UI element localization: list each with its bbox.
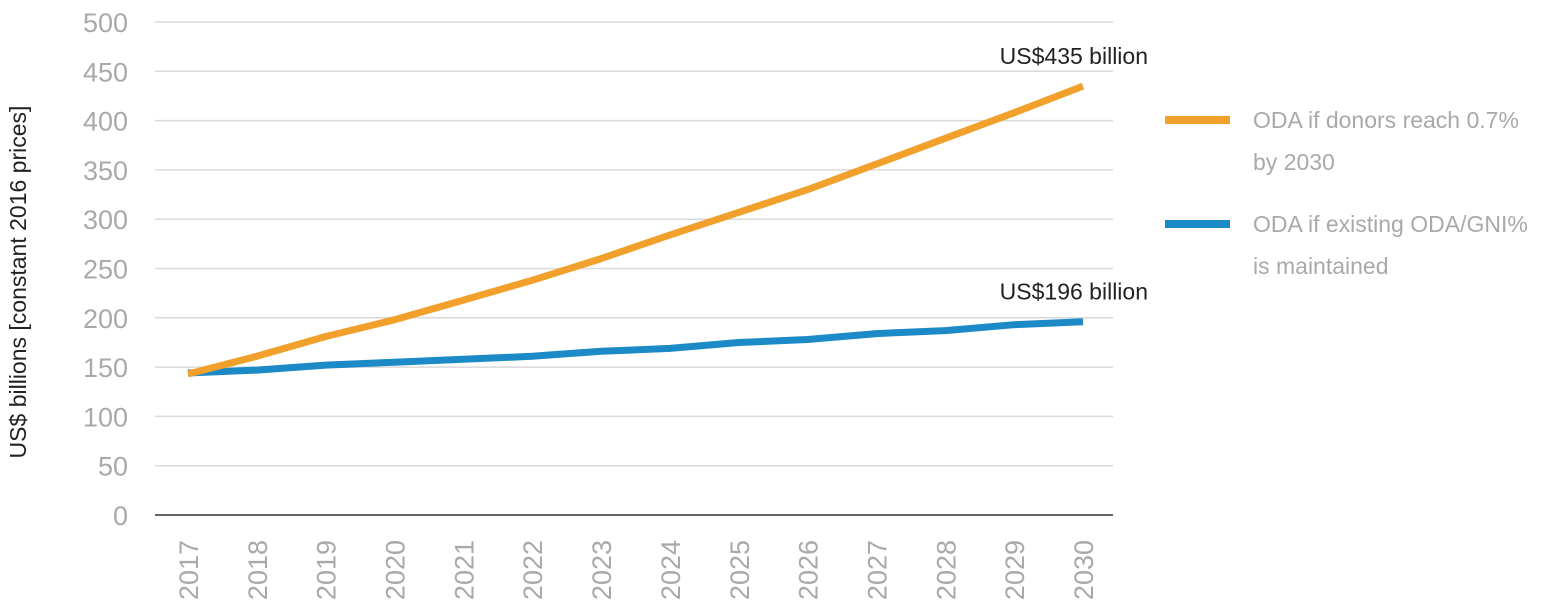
x-tick-label: 2022: [518, 540, 548, 600]
x-tick-label: 2021: [449, 540, 479, 600]
x-tick-label: 2020: [381, 540, 411, 600]
x-tick-label: 2023: [587, 540, 617, 600]
series-line: [187, 82, 1085, 378]
legend-label: ODA if donors reach 0.7%: [1253, 107, 1519, 133]
y-axis-label: US$ billions [constant 2016 prices]: [5, 106, 31, 459]
x-axis-ticks: 2017 2018 2019 2020 2021 2022 2023 2024 2025 2026…: [174, 540, 1099, 600]
x-tick-label: 2027: [862, 540, 892, 600]
y-tick-label: 50: [98, 452, 128, 482]
y-tick-label: 100: [83, 402, 128, 432]
y-tick-label: 200: [83, 304, 128, 334]
series-end-label: US$435 billion: [1000, 43, 1148, 69]
y-tick-label: 450: [83, 57, 128, 87]
y-tick-label: 500: [83, 8, 128, 38]
x-tick-label: 2030: [1069, 540, 1099, 600]
y-tick-label: 350: [83, 156, 128, 186]
y-tick-label: 0: [113, 501, 128, 531]
x-tick-label: 2024: [656, 540, 686, 600]
y-tick-label: 400: [83, 107, 128, 137]
x-tick-label: 2025: [725, 540, 755, 600]
y-tick-label: 300: [83, 205, 128, 235]
series-line: [187, 318, 1084, 377]
series-end-label: US$196 billion: [1000, 279, 1148, 305]
legend-label: ODA if existing ODA/GNI%: [1253, 211, 1528, 237]
y-tick-label: 150: [83, 353, 128, 383]
x-tick-label: 2026: [794, 540, 824, 600]
y-axis-ticks: 0 50 100 150 200 250 300 350 400 450 500: [83, 8, 128, 531]
x-tick-label: 2029: [1000, 540, 1030, 600]
legend: ODA if donors reach 0.7% by 2030 ODA if ex…: [1165, 107, 1528, 279]
x-tick-label: 2019: [312, 540, 342, 600]
x-tick-label: 2018: [243, 540, 273, 600]
x-tick-label: 2028: [931, 540, 961, 600]
legend-label: is maintained: [1253, 253, 1389, 279]
y-tick-label: 250: [83, 255, 128, 285]
end-annotations: US$435 billion US$196 billion: [1000, 43, 1148, 305]
legend-label: by 2030: [1253, 149, 1335, 175]
x-tick-label: 2017: [174, 540, 204, 600]
series-lines: [187, 82, 1085, 378]
